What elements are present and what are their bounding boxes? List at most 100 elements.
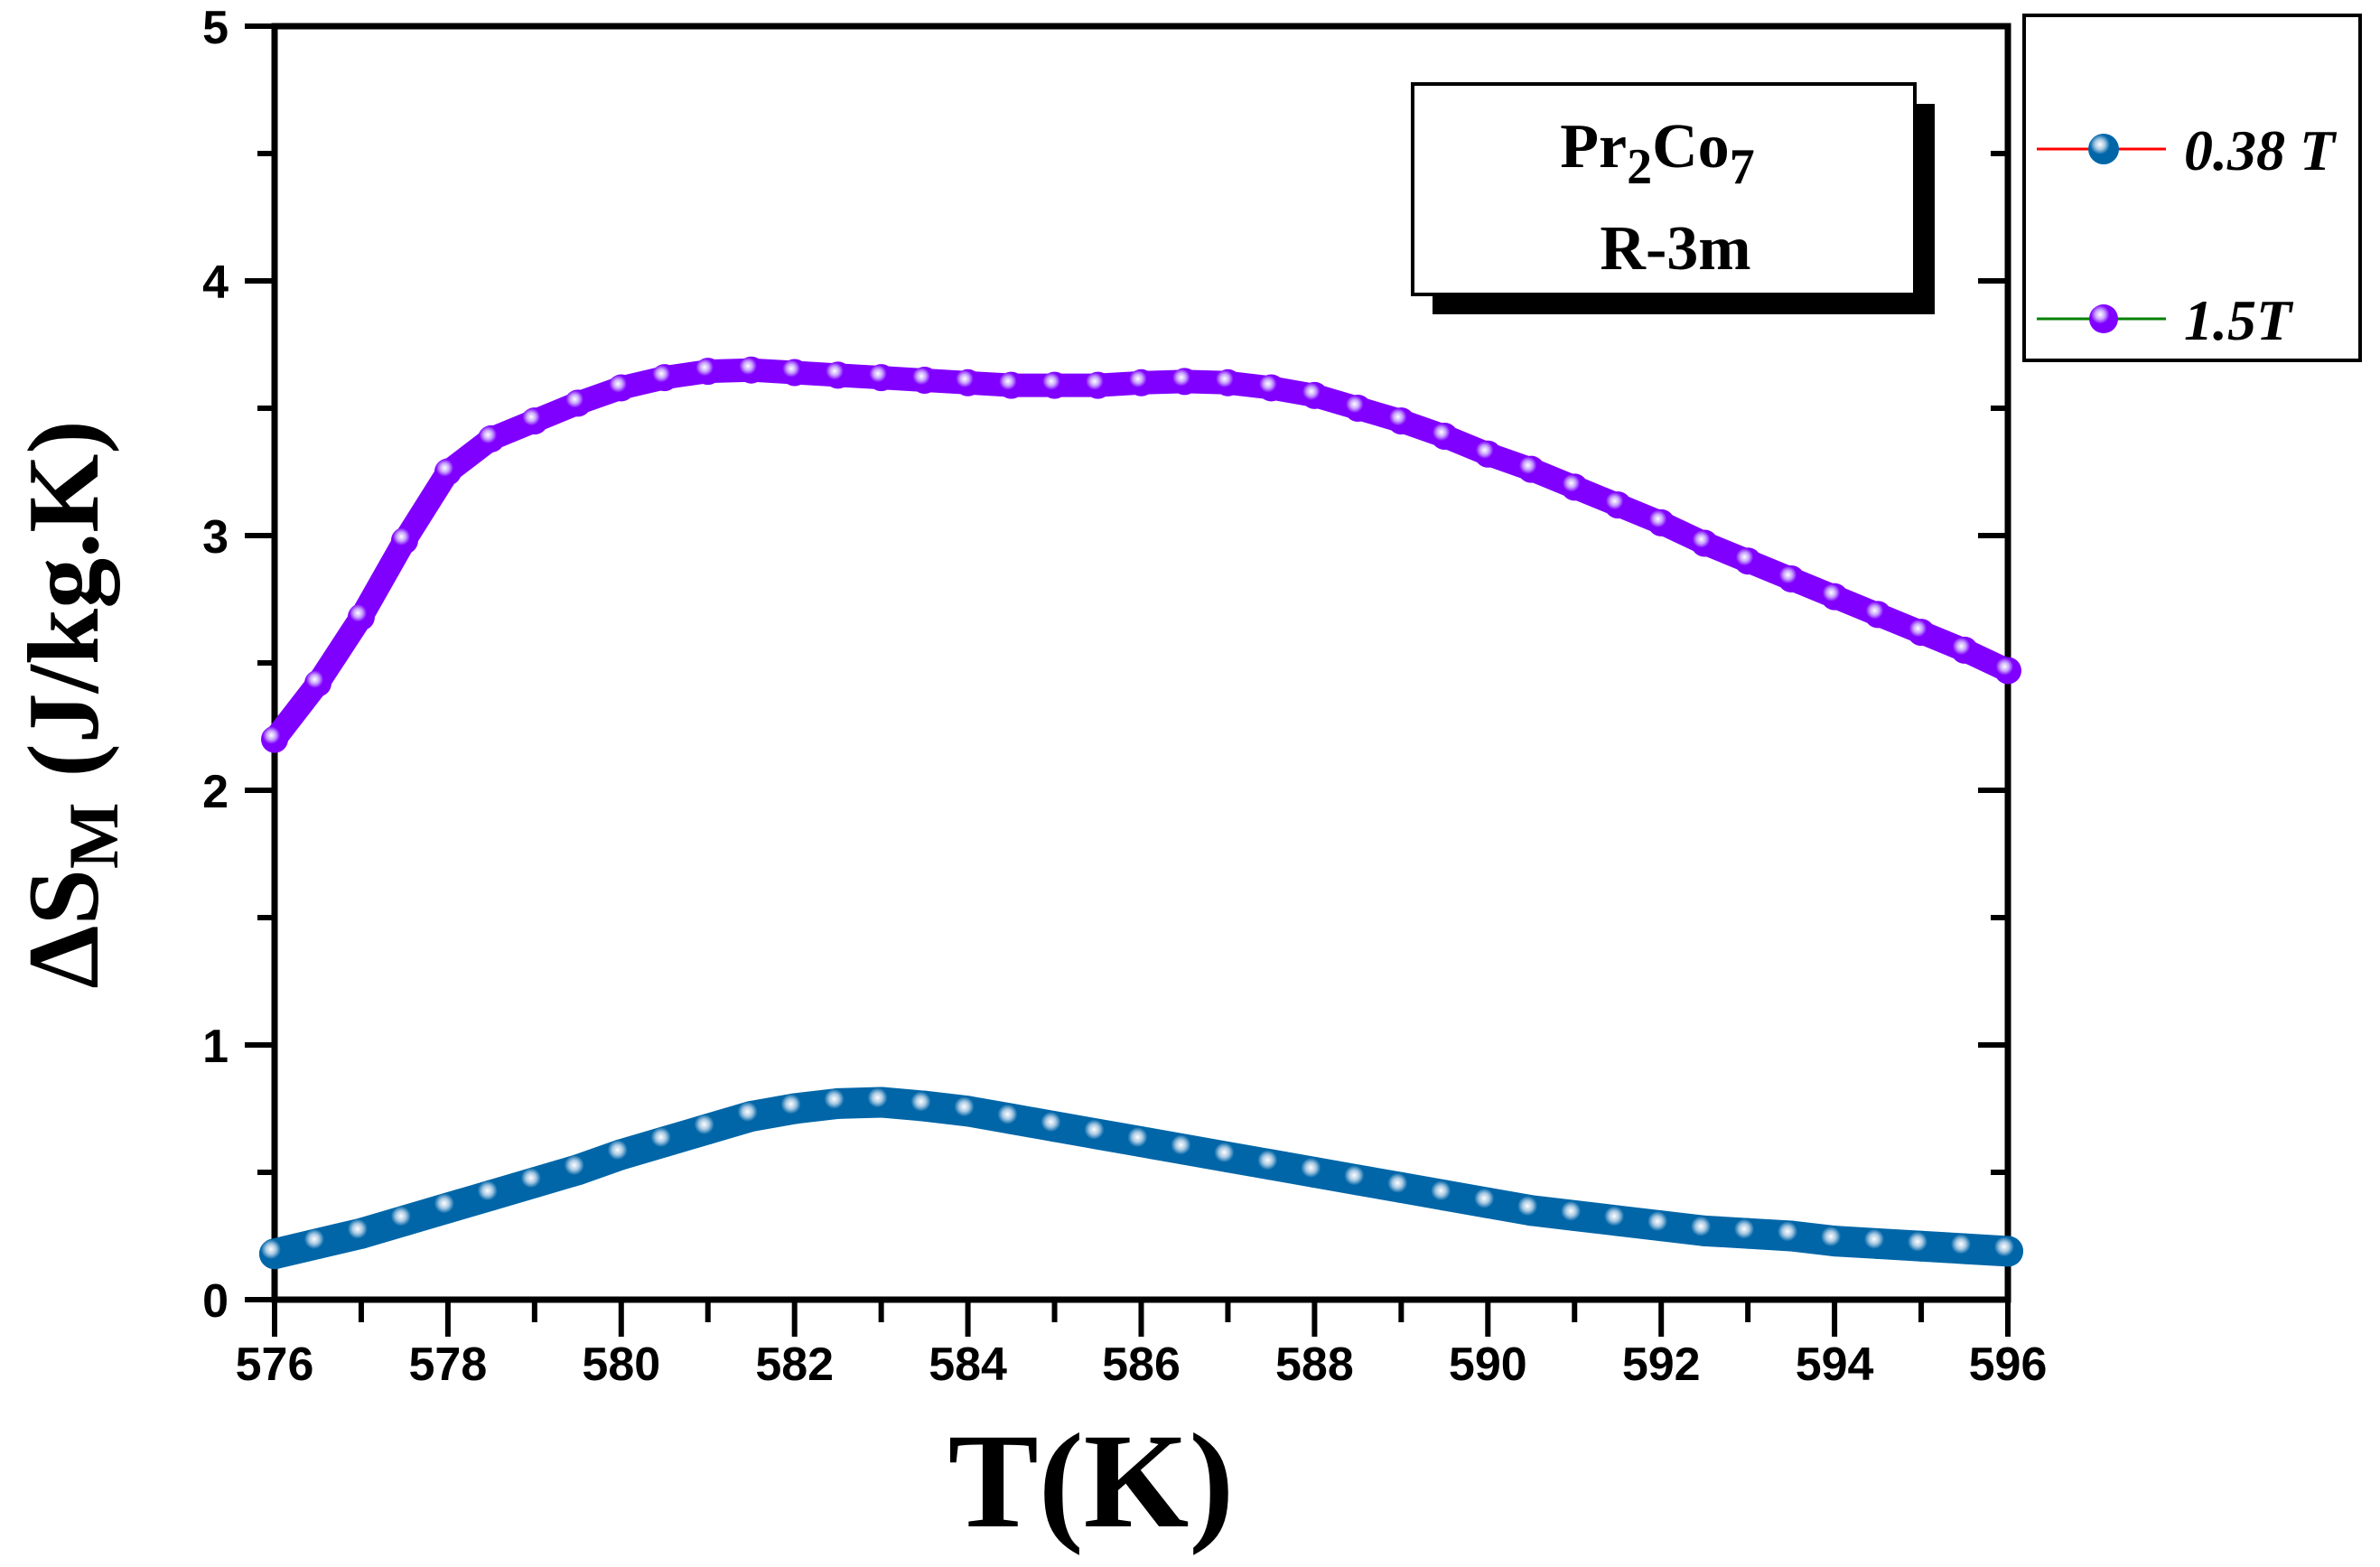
data-point: [735, 1100, 767, 1132]
data-point: [1732, 1217, 1764, 1249]
data-point: [1908, 619, 1936, 647]
data-point: [1778, 564, 1806, 592]
annotation-frame: [1411, 82, 1917, 296]
data-point: [822, 1087, 854, 1119]
legend-label-0: 0.38 T: [2184, 118, 2338, 182]
data-point: [997, 371, 1025, 399]
data-point: [649, 1126, 680, 1158]
data-point: [650, 364, 678, 392]
data-point: [518, 1167, 550, 1199]
data-point: [952, 1096, 984, 1127]
data-point: [388, 1205, 420, 1236]
data-point: [303, 669, 331, 697]
y-tick-label: 0: [202, 1275, 229, 1328]
y-tick-label: 2: [202, 766, 229, 818]
data-point: [1949, 1233, 1981, 1264]
data-point: [1517, 455, 1545, 483]
legend-frame: [2022, 14, 2362, 362]
legend-marker-1: [2089, 304, 2118, 333]
data-point: [1169, 1133, 1200, 1165]
data-point: [865, 1087, 897, 1118]
data-point: [562, 1154, 593, 1186]
data-point: [1255, 1149, 1287, 1180]
data-point: [1041, 371, 1069, 399]
data-point: [520, 407, 548, 435]
data-point: [1127, 368, 1155, 396]
data-point: [1257, 374, 1285, 402]
annotation-box: Pr2Co7 R-3m: [1411, 82, 1935, 314]
data-point: [1691, 529, 1719, 557]
annotation-formula: Pr2Co7: [1560, 112, 1754, 195]
data-point: [1602, 1205, 1634, 1236]
legend-item-0: 0.38 T: [2037, 118, 2338, 182]
data-point: [1212, 1142, 1244, 1173]
x-tick-label: 596: [1969, 1338, 2048, 1391]
data-point: [1993, 1236, 2023, 1267]
data-point: [1084, 371, 1112, 399]
data-point: [692, 1114, 723, 1145]
data-point: [1906, 1230, 1937, 1262]
x-tick-label: 594: [1796, 1338, 1874, 1391]
data-point: [1776, 1220, 1807, 1252]
x-tick-label: 580: [582, 1338, 660, 1391]
y-axis-title-suffix: (J/kg.K): [8, 420, 120, 802]
y-axis-title-prefix: ΔS: [8, 869, 120, 989]
series-layer: [259, 356, 2023, 1270]
data-point: [1819, 1226, 1851, 1257]
data-point: [302, 1227, 333, 1259]
data-point: [1646, 1210, 1677, 1242]
data-point: [1864, 601, 1892, 629]
x-tick-label: 592: [1622, 1338, 1701, 1391]
data-point: [1862, 1227, 1894, 1259]
annotation-space-group: R-3m: [1600, 214, 1750, 284]
data-point: [1559, 1199, 1591, 1231]
data-point: [824, 361, 852, 389]
data-point: [475, 1180, 507, 1211]
x-tick-label: 584: [929, 1338, 1007, 1391]
data-point: [909, 1090, 940, 1122]
data-point: [1214, 368, 1242, 396]
data-point: [694, 358, 722, 386]
data-point: [1994, 657, 2021, 685]
data-point: [779, 1093, 810, 1124]
x-tick-label: 590: [1449, 1338, 1527, 1391]
data-point: [1171, 368, 1199, 396]
data-point: [867, 364, 895, 392]
data-point: [1386, 1171, 1417, 1203]
data-point: [1472, 1187, 1504, 1218]
data-point: [1429, 1180, 1461, 1211]
data-point: [261, 725, 288, 753]
data-point: [345, 1217, 377, 1249]
data-point: [1689, 1215, 1721, 1246]
data-point: [1951, 636, 1979, 664]
data-point: [995, 1103, 1027, 1134]
data-point: [1301, 381, 1329, 409]
data-point: [1647, 508, 1675, 536]
data-point: [1561, 473, 1589, 501]
x-axis-title: T(K): [948, 1406, 1235, 1556]
x-tick-label: 576: [236, 1338, 314, 1391]
data-point: [259, 1238, 290, 1270]
data-point: [780, 359, 808, 387]
y-axis-title: ΔSM (J/kg.K): [8, 420, 133, 988]
data-point: [1039, 1111, 1070, 1143]
series-0: [259, 1087, 2023, 1270]
legend-label-1: 1.5T: [2184, 288, 2294, 352]
y-tick-label: 4: [202, 257, 229, 309]
x-tick-label: 582: [755, 1338, 834, 1391]
data-point: [1604, 491, 1632, 519]
data-point: [1344, 395, 1372, 422]
legend-marker-0: [2088, 134, 2119, 164]
data-point: [477, 424, 505, 452]
data-point: [434, 458, 462, 486]
x-tick-label: 586: [1102, 1338, 1181, 1391]
axes: 576 578 580 582 584 586 588 590 592 594 596 0 1 2 3 4 5: [202, 2, 2047, 1391]
x-tick-label: 578: [409, 1338, 488, 1391]
data-point: [1299, 1157, 1330, 1188]
y-tick-label: 3: [202, 511, 229, 564]
y-tick-label: 5: [202, 2, 229, 54]
data-point: [954, 368, 982, 396]
data-point: [1431, 423, 1459, 451]
x-tick-label: 588: [1275, 1338, 1354, 1391]
